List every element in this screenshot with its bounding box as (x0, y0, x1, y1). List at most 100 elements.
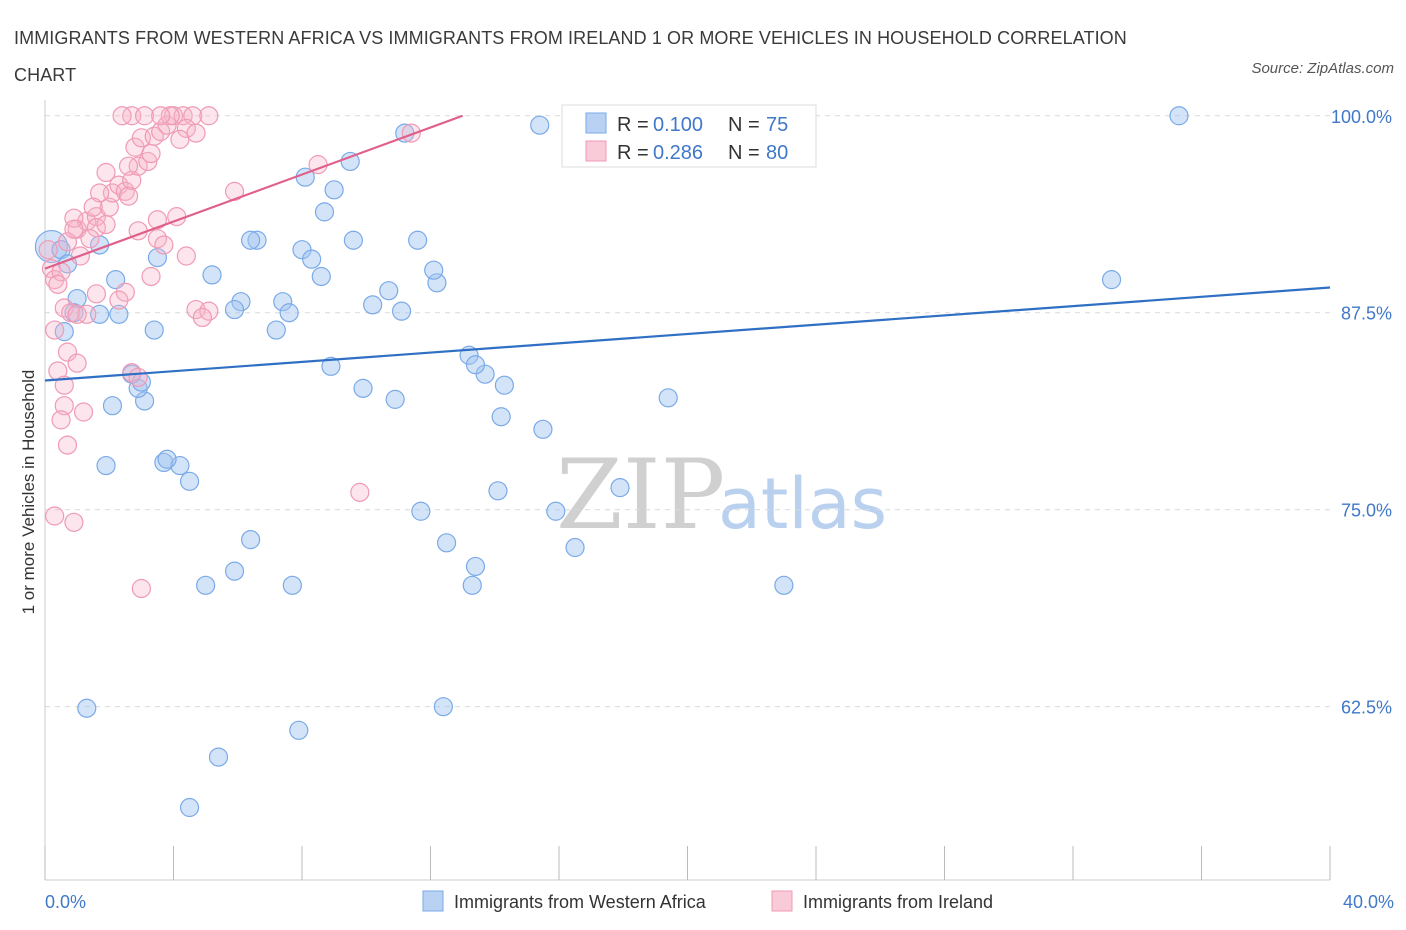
ireland-point (57, 435, 78, 455)
stats-legend-blue-swatch (585, 112, 607, 134)
western-africa-point (494, 375, 514, 395)
legend-ireland-label: Immigrants from Ireland (803, 892, 993, 912)
stats-blue-n-label: N = (728, 114, 760, 136)
western-africa-point (147, 247, 168, 268)
western-africa-point (231, 292, 251, 312)
western-africa-point (289, 720, 309, 740)
western-africa-point (144, 320, 164, 340)
western-africa-point (1101, 270, 1122, 290)
western-africa-point (610, 478, 630, 498)
ireland-point (45, 320, 65, 340)
y-axis-title: 1 or more Vehicles in Household (19, 370, 38, 615)
ireland-point (141, 143, 161, 164)
western-africa-point (279, 303, 299, 323)
western-africa-point (546, 501, 566, 521)
western-africa-point (311, 266, 331, 287)
western-africa-point (241, 530, 261, 550)
legend-western-africa-swatch (422, 890, 444, 912)
western-africa-point (408, 230, 428, 250)
ireland-point (170, 129, 190, 149)
watermark: ZIP atlas (556, 439, 887, 551)
western-africa-point (302, 249, 322, 269)
ireland-point (147, 210, 168, 230)
ireland-point (118, 186, 139, 206)
stats-blue-n-value: 75 (766, 114, 788, 136)
ireland-point (57, 342, 78, 362)
ireland-point (151, 106, 171, 126)
western-africa-point (282, 575, 302, 595)
ireland-point (90, 183, 110, 203)
western-africa-point (134, 391, 155, 411)
western-africa-point (324, 180, 344, 200)
western-africa-point (224, 561, 245, 581)
y-tick-label: 100.0% (1331, 107, 1392, 127)
watermark-zip: ZIP (556, 439, 725, 551)
western-africa-point (343, 230, 363, 250)
ireland-point (134, 106, 155, 126)
ireland-point (118, 156, 139, 176)
stats-pink-n-value: 80 (766, 142, 788, 164)
y-tick-label: 87.5% (1341, 304, 1392, 324)
western-africa-point (179, 471, 200, 491)
ireland-point (109, 290, 129, 310)
ireland-point (73, 402, 94, 422)
ireland-point (48, 274, 68, 294)
ireland-point (57, 232, 78, 252)
ireland-point (115, 282, 135, 302)
western-africa-point (266, 320, 286, 340)
stats-legend: R = 0.100 N = 75 R = 0.286 N = 80 (561, 104, 817, 168)
legend-western-africa-label: Immigrants from Western Africa (454, 892, 707, 912)
western-africa-point (488, 481, 508, 501)
western-africa-point (77, 698, 97, 718)
ireland-point (54, 396, 74, 416)
western-africa-point (436, 533, 457, 553)
ireland-point (86, 284, 107, 304)
western-africa-point (224, 299, 245, 320)
western-africa-point (465, 355, 486, 375)
ireland-point (67, 353, 87, 373)
ireland-point (350, 482, 370, 502)
ireland-point (61, 303, 81, 323)
western-africa-point (658, 388, 678, 408)
trend-lines (44, 114, 1331, 382)
western-africa-point (273, 292, 293, 312)
x-tick-label: 40.0% (1343, 892, 1394, 912)
western-africa-point (54, 322, 74, 342)
ireland-point (99, 197, 119, 217)
western-africa-point (314, 202, 335, 222)
stats-legend-pink-swatch (585, 140, 607, 162)
western-africa-point (353, 378, 373, 398)
western-africa-point (102, 396, 123, 416)
ireland-point (141, 266, 161, 287)
western-africa-point (202, 265, 222, 285)
western-africa-point (67, 288, 87, 309)
ireland-point (176, 118, 196, 138)
ireland-point (51, 410, 71, 430)
ireland-point (131, 578, 151, 599)
western-africa-point (391, 301, 412, 321)
western-africa-point (179, 797, 200, 818)
chart-title: IMMIGRANTS FROM WESTERN AFRICA VS IMMIGR… (14, 28, 1127, 85)
ireland-point (45, 506, 65, 526)
ireland-point (77, 304, 97, 324)
ireland-point (64, 208, 84, 228)
grid (45, 115, 1330, 708)
axes (44, 100, 1331, 881)
x-tick-label: 0.0% (45, 892, 86, 912)
western-africa-point (379, 281, 399, 301)
western-africa-point (433, 697, 453, 717)
western-africa-point (533, 419, 553, 439)
western-africa-point (424, 260, 444, 280)
western-africa-point (154, 452, 174, 473)
western-africa-point (465, 556, 486, 577)
western-africa-point (774, 575, 794, 595)
western-africa-point (340, 151, 360, 172)
western-africa-point (427, 273, 447, 293)
western-africa-point (247, 230, 267, 250)
ireland-point (128, 156, 148, 176)
stats-blue-r-value: 0.100 (653, 114, 703, 136)
western-africa-point (411, 501, 431, 521)
western-africa-point (109, 304, 129, 324)
ireland-point (154, 235, 174, 255)
